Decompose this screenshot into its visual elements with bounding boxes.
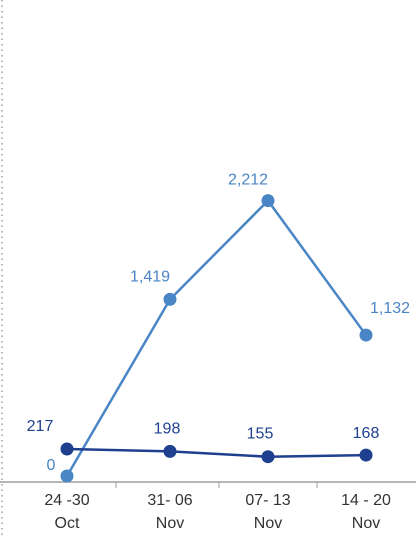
series-1-data-label: 2,212 [228, 172, 268, 189]
series-2-data-label: 168 [353, 425, 380, 442]
series-layer [60, 194, 373, 483]
series-1-data-label: 0 [47, 457, 56, 474]
series-1-data-label: 1,132 [370, 300, 410, 317]
series-2-data-label: 217 [27, 418, 54, 435]
series-1-point [60, 469, 74, 483]
x-tick-label: 24 -30 Oct [44, 492, 89, 532]
x-tick-label: 07- 13 Nov [245, 492, 290, 532]
series-2-point [60, 442, 74, 456]
x-tick-labels: 24 -30 Oct 31- 06 Nov 07- 13 Nov 14 - 20 Nov [44, 482, 391, 532]
series-2-data-label: 155 [247, 426, 274, 443]
series-2-data-label: 198 [154, 420, 181, 437]
series-2-point [261, 450, 275, 464]
x-tick-label: 14 - 20 Nov [341, 492, 391, 532]
x-tick-label: 31- 06 Nov [147, 492, 192, 532]
series-2-point [359, 448, 373, 462]
series-1-point [261, 194, 275, 208]
series-1-point [359, 328, 373, 342]
series-line-2 [66, 447, 367, 458]
data-labels-layer: 0 1,419 2,212 1,132 217 198 155 168 [27, 172, 410, 474]
series-1-data-label: 1,419 [130, 268, 170, 285]
series-line-1 [65, 199, 368, 477]
series-1-point [163, 292, 177, 306]
series-2-point [163, 444, 177, 458]
